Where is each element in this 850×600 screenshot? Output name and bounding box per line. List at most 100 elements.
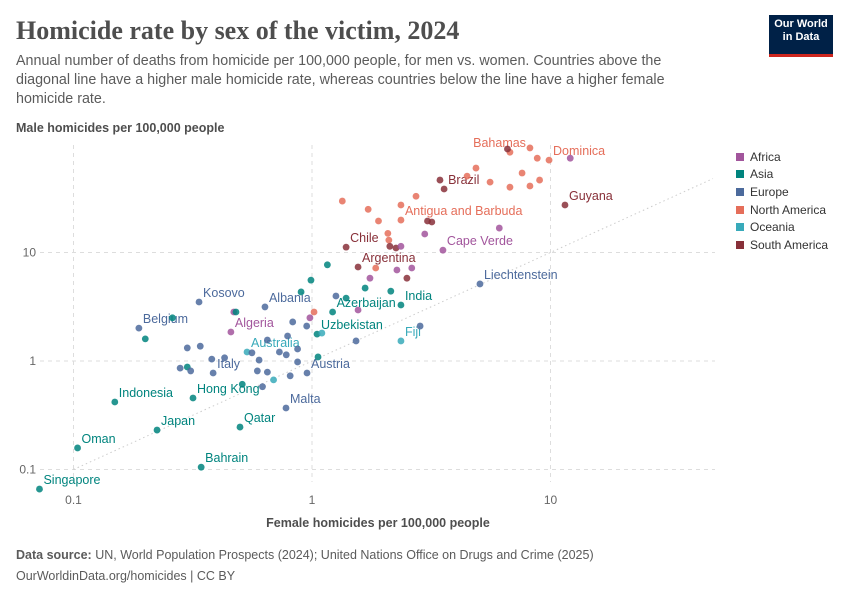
data-point	[294, 345, 301, 353]
data-point	[338, 197, 346, 205]
legend-swatch	[736, 240, 744, 249]
y-tick-label: 1	[29, 354, 36, 368]
data-point	[536, 176, 543, 184]
x-tick-label: 10	[544, 493, 558, 507]
data-point	[393, 266, 401, 274]
data-point	[259, 383, 266, 391]
data-point	[227, 328, 235, 336]
legend-item[interactable]: Africa	[736, 148, 828, 166]
legend-swatch	[736, 187, 744, 196]
data-point	[397, 242, 405, 250]
data-point	[221, 354, 228, 362]
point-label: Bahamas	[473, 136, 526, 150]
legend-swatch	[736, 223, 744, 232]
point-label: Albania	[269, 291, 311, 305]
data-point	[375, 217, 382, 225]
point-label: Guyana	[569, 189, 613, 203]
data-point	[352, 337, 360, 345]
data-point	[421, 230, 429, 238]
data-point	[416, 322, 424, 330]
legend-item[interactable]: South America	[736, 236, 828, 254]
legend-item[interactable]: Oceania	[736, 218, 828, 236]
data-point	[354, 306, 362, 314]
data-point	[297, 288, 305, 296]
data-point	[526, 144, 534, 152]
data-point	[208, 355, 216, 363]
data-point	[372, 264, 380, 272]
data-point	[187, 367, 195, 375]
legend-swatch	[736, 205, 744, 214]
point-label: Hong Kong	[197, 382, 260, 396]
point-label: Liechtenstein	[484, 268, 558, 282]
x-tick-label: 0.1	[65, 493, 82, 507]
point-label: Argentina	[362, 251, 416, 265]
data-point	[310, 308, 318, 316]
data-point	[384, 229, 392, 237]
data-point	[332, 292, 340, 300]
data-point	[354, 263, 362, 271]
data-point	[329, 308, 336, 316]
legend-label: Europe	[750, 184, 789, 199]
legend: Africa Asia Europe North America Oceania Sout…	[736, 148, 828, 254]
data-point	[342, 294, 350, 302]
data-point	[408, 264, 416, 272]
point-label: Qatar	[244, 411, 275, 425]
data-point	[255, 356, 263, 364]
data-point	[545, 156, 553, 164]
data-point	[436, 176, 444, 184]
data-point	[439, 246, 447, 254]
data-point	[261, 303, 269, 311]
data-point	[253, 367, 261, 375]
data-point	[504, 145, 511, 153]
data-point	[323, 261, 331, 269]
data-point	[169, 314, 176, 322]
data-point	[74, 444, 81, 452]
point-label: Brazil	[448, 173, 479, 187]
owid-logo[interactable]: Our World in Data	[769, 15, 833, 57]
point-label: Oman	[82, 432, 116, 446]
y-tick-label: 10	[23, 246, 37, 260]
data-point	[236, 423, 244, 431]
data-point	[232, 308, 240, 316]
data-point	[463, 172, 471, 180]
data-point	[361, 284, 369, 292]
data-point	[197, 463, 205, 471]
data-point	[366, 274, 374, 282]
data-point	[385, 236, 393, 244]
point-label: Singapore	[43, 473, 100, 487]
point-label: Azerbaijan	[337, 296, 396, 310]
data-point	[248, 349, 256, 357]
data-point	[518, 169, 526, 177]
chart-subtitle: Annual number of deaths from homicide pe…	[16, 53, 665, 107]
data-point	[364, 205, 372, 213]
data-point	[440, 185, 448, 193]
data-point	[195, 298, 203, 306]
data-point	[282, 351, 290, 359]
point-label: Algeria	[235, 316, 274, 330]
data-point	[386, 242, 394, 250]
data-point	[135, 324, 143, 332]
legend-label: Oceania	[750, 220, 795, 235]
data-point	[561, 201, 569, 209]
data-source: Data source: UN, World Population Prospe…	[16, 548, 594, 562]
data-point	[486, 178, 494, 186]
legend-item[interactable]: Asia	[736, 166, 828, 184]
source-url[interactable]: OurWorldinData.org/homicides | CC BY	[16, 569, 236, 583]
legend-swatch	[736, 170, 744, 179]
source-text: UN, World Population Prospects (2024); U…	[95, 548, 594, 562]
legend-label: Africa	[750, 149, 781, 164]
y-axis-label: Male homicides per 100,000 people	[16, 121, 225, 135]
logo-line-2: in Data	[782, 31, 820, 43]
data-point	[314, 353, 322, 361]
point-label: Chile	[350, 231, 379, 245]
legend-item[interactable]: Europe	[736, 183, 828, 201]
legend-item[interactable]: North America	[736, 201, 828, 219]
x-axis-label: Female homicides per 100,000 people	[266, 516, 490, 530]
legend-label: South America	[750, 237, 829, 252]
legend-swatch	[736, 152, 744, 161]
data-point	[153, 426, 161, 434]
data-point	[238, 380, 246, 388]
data-point	[424, 217, 431, 225]
data-point	[183, 344, 191, 352]
